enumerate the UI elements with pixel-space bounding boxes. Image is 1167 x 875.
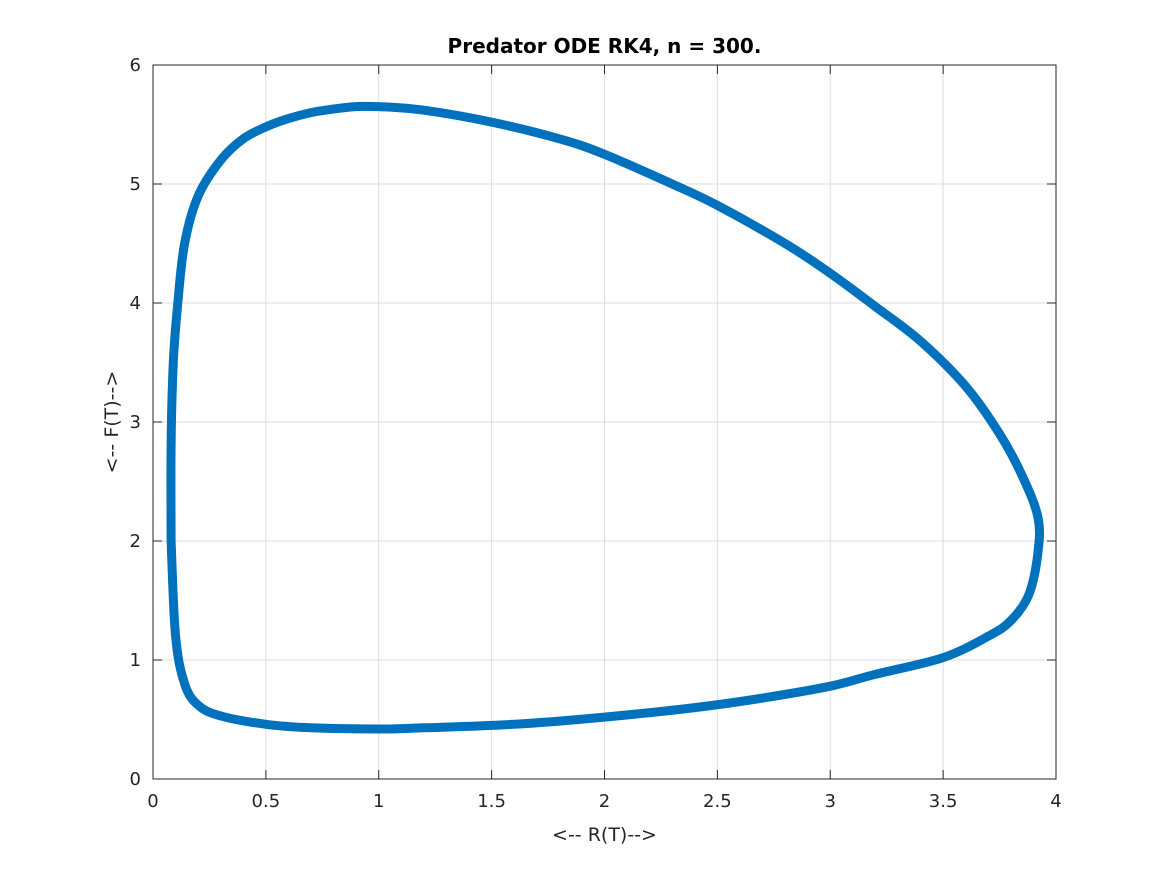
y-tick-label: 5 bbox=[130, 174, 141, 195]
x-tick-label: 2 bbox=[599, 791, 610, 812]
x-tick-label: 4 bbox=[1050, 791, 1061, 812]
y-tick-label: 4 bbox=[130, 293, 141, 314]
x-tick-label: 3 bbox=[825, 791, 836, 812]
x-tick-label: 0 bbox=[147, 791, 158, 812]
y-tick-label: 6 bbox=[130, 55, 141, 76]
x-tick-label: 1 bbox=[373, 791, 384, 812]
y-tick-label: 3 bbox=[130, 412, 141, 433]
y-axis-label: <-- F(T)--> bbox=[101, 371, 123, 474]
x-tick-label: 0.5 bbox=[252, 791, 281, 812]
series-layer bbox=[166, 101, 1044, 734]
y-tick-label: 0 bbox=[130, 769, 141, 790]
x-tick-label: 3.5 bbox=[929, 791, 958, 812]
chart-title: Predator ODE RK4, n = 300. bbox=[448, 34, 762, 58]
y-tick-label: 2 bbox=[130, 531, 141, 552]
ticks: 0 0.5 1 1.5 2 2.5 3 3.5 4 0 1 2 3 4 5 6 bbox=[130, 55, 1062, 812]
orbit-line bbox=[166, 101, 1044, 734]
x-axis-label: <-- R(T)--> bbox=[552, 824, 657, 846]
x-tick-label: 2.5 bbox=[703, 791, 732, 812]
orbit-line-overlap bbox=[170, 103, 1043, 730]
x-tick-label: 1.5 bbox=[477, 791, 506, 812]
y-tick-label: 1 bbox=[130, 650, 141, 671]
grid bbox=[152, 64, 1057, 780]
